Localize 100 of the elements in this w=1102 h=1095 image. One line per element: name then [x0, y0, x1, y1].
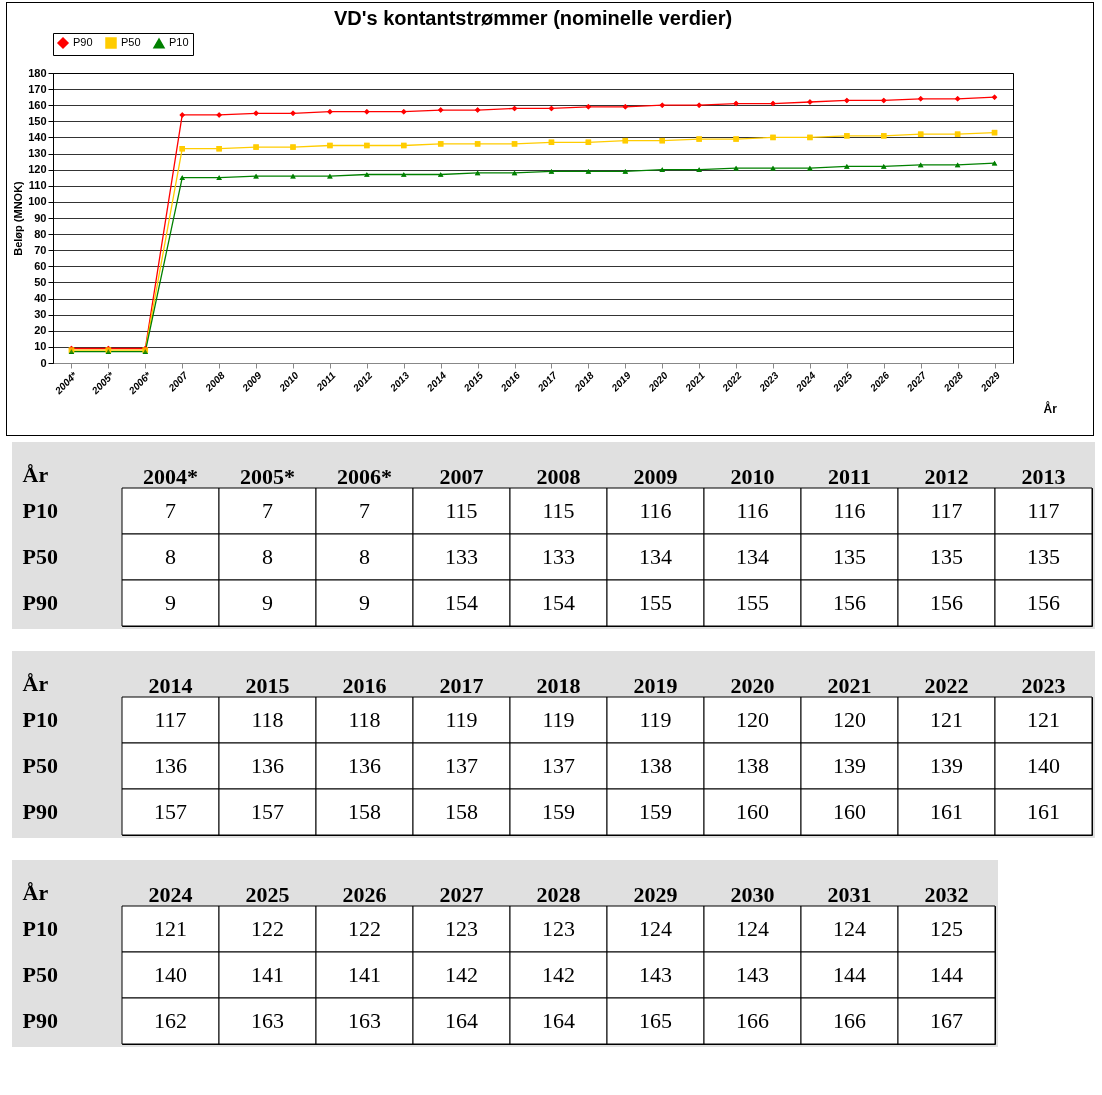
y-tick-label: 60 [34, 259, 47, 272]
data-label: 121 [1027, 707, 1060, 732]
data-label: 164 [542, 1008, 575, 1033]
data-label: 121 [930, 707, 963, 732]
data-label: 8 [262, 544, 273, 569]
x-tick-label: 2019 [633, 672, 678, 698]
x-axis-title: År [22, 670, 49, 696]
y-tick-label: 170 [28, 82, 47, 95]
data-label: 133 [445, 544, 478, 569]
y-tick-label: P10 [22, 707, 58, 732]
data-label: 136 [348, 753, 381, 778]
data-label: 9 [262, 590, 273, 615]
y-tick-label: P50 [22, 544, 58, 569]
data-label: 137 [445, 753, 478, 778]
data-label: 124 [639, 916, 672, 941]
data-label: 143 [736, 962, 769, 987]
x-tick-label: 2010 [730, 463, 775, 489]
data-label: 143 [639, 962, 672, 987]
legend-label: P90 [73, 36, 93, 48]
x-tick-label: 2009 [633, 463, 678, 489]
data-label: 165 [639, 1008, 672, 1033]
y-tick-label: 120 [28, 163, 47, 176]
data-label: 166 [736, 1008, 769, 1033]
data-label: 142 [445, 962, 478, 987]
y-tick-label: 100 [28, 195, 47, 208]
data-label: 157 [154, 799, 187, 824]
data-label: 154 [542, 590, 575, 615]
data-label: 154 [445, 590, 478, 615]
y-tick-label: 80 [34, 227, 47, 240]
data-label: 119 [639, 707, 672, 732]
x-tick-label: 2022 [924, 672, 969, 698]
data-label: 135 [1027, 544, 1060, 569]
y-tick-label: P50 [22, 962, 58, 987]
data-label: 140 [1027, 753, 1060, 778]
data-label: 118 [348, 707, 381, 732]
data-label: 117 [154, 707, 187, 732]
data-label: 160 [736, 799, 769, 824]
x-tick-label: 2032 [924, 881, 969, 907]
data-label: 119 [542, 707, 575, 732]
data-label: 164 [445, 1008, 478, 1033]
y-tick-label: P90 [22, 1008, 58, 1033]
data-label: 167 [930, 1008, 963, 1033]
x-tick-label: 2018 [536, 672, 581, 698]
x-axis-title: År [1043, 400, 1058, 416]
x-tick-label: 2014 [148, 672, 193, 698]
data-label: 115 [542, 498, 575, 523]
y-tick-label: P50 [22, 753, 58, 778]
data-label: 135 [930, 544, 963, 569]
data-label: 163 [348, 1008, 381, 1033]
x-tick-label: 2028 [536, 881, 581, 907]
x-tick-label: 2020 [730, 672, 775, 698]
data-label: 117 [1027, 498, 1060, 523]
data-label: 162 [154, 1008, 187, 1033]
data-label: 142 [542, 962, 575, 987]
x-tick-label: 2013 [1021, 463, 1066, 489]
x-tick-label: 2021 [827, 672, 872, 698]
data-label: 124 [833, 916, 866, 941]
data-label: 120 [833, 707, 866, 732]
data-label: 7 [262, 498, 273, 523]
data-label: 116 [833, 498, 866, 523]
x-tick-label: 2025 [245, 881, 290, 907]
data-label: 159 [542, 799, 575, 824]
data-label: 133 [542, 544, 575, 569]
data-label: 159 [639, 799, 672, 824]
data-label: 8 [165, 544, 176, 569]
x-tick-label: 2016 [342, 672, 387, 698]
y-tick-label: 30 [34, 308, 47, 321]
data-label: 138 [639, 753, 672, 778]
data-label: 135 [833, 544, 866, 569]
y-tick-label: 70 [34, 243, 47, 256]
data-label: 161 [1027, 799, 1060, 824]
data-label: 122 [348, 916, 381, 941]
y-tick-label: P90 [22, 590, 58, 615]
data-label: 125 [930, 916, 963, 941]
data-label: 7 [359, 498, 370, 523]
data-label: 116 [736, 498, 769, 523]
data-label: 124 [736, 916, 769, 941]
data-label: 163 [251, 1008, 284, 1033]
data-label: 134 [736, 544, 769, 569]
x-tick-label: 2004* [143, 463, 198, 489]
data-label: 158 [348, 799, 381, 824]
data-label: 144 [833, 962, 866, 987]
data-label: 139 [833, 753, 866, 778]
data-label: 161 [930, 799, 963, 824]
x-tick-label: 2023 [1021, 672, 1066, 698]
y-tick-label: 130 [28, 147, 47, 160]
data-label: 117 [930, 498, 963, 523]
data-label: 115 [445, 498, 478, 523]
x-tick-label: 2030 [730, 881, 775, 907]
data-label: 8 [359, 544, 370, 569]
x-tick-label: 2005* [240, 463, 295, 489]
data-label: 119 [445, 707, 478, 732]
data-label: 140 [154, 962, 187, 987]
y-tick-label: 140 [28, 130, 47, 143]
y-tick-label: 40 [34, 292, 47, 305]
data-label: 121 [154, 916, 187, 941]
x-tick-label: 2024 [148, 881, 193, 907]
data-label: 116 [639, 498, 672, 523]
y-tick-label: 50 [34, 275, 47, 288]
legend-label: P50 [121, 36, 141, 48]
